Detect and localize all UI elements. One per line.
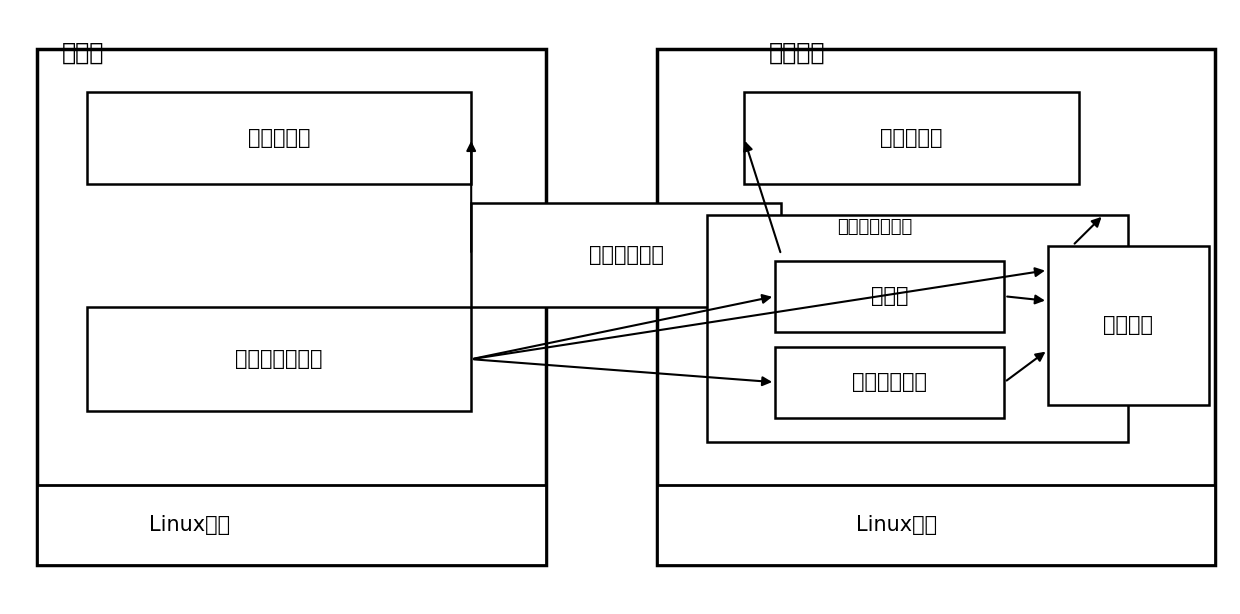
Text: 容器文件系统: 容器文件系统 — [589, 245, 663, 265]
Bar — [471, 203, 781, 307]
Text: 其他信息服务: 其他信息服务 — [852, 372, 928, 392]
Text: 内存压缩和传输: 内存压缩和传输 — [837, 219, 913, 236]
Text: 虚拟化容器: 虚拟化容器 — [248, 128, 310, 148]
Bar — [707, 215, 1128, 442]
Text: Linux内核: Linux内核 — [856, 515, 936, 535]
Bar — [37, 49, 546, 565]
Bar — [87, 307, 471, 411]
Bar — [657, 49, 1215, 565]
Text: 虚拟化容器: 虚拟化容器 — [880, 128, 942, 148]
Text: 源节点: 源节点 — [62, 41, 104, 64]
Bar — [87, 92, 471, 184]
Bar — [657, 485, 1215, 565]
Text: 页服务: 页服务 — [870, 286, 909, 306]
Text: 内存压缩和传输: 内存压缩和传输 — [236, 349, 322, 369]
Text: 目的节点: 目的节点 — [769, 41, 826, 64]
Bar — [744, 92, 1079, 184]
Bar — [775, 261, 1004, 332]
Text: Linux内核: Linux内核 — [149, 515, 229, 535]
Bar — [1048, 246, 1209, 405]
Bar — [775, 347, 1004, 418]
Bar — [37, 485, 546, 565]
Text: 容器镜像: 容器镜像 — [1104, 316, 1153, 335]
